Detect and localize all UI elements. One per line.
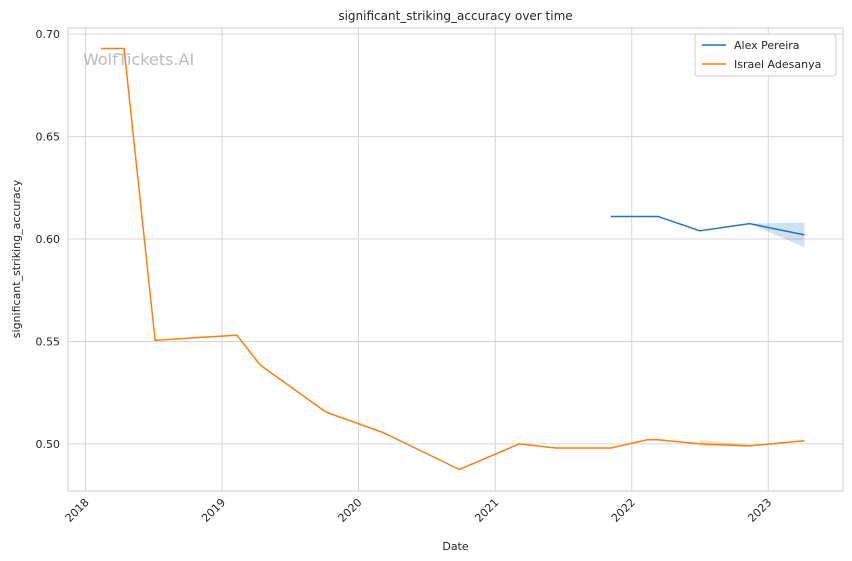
confidence-band-0 xyxy=(749,222,805,248)
legend-label: Alex Pereira xyxy=(734,39,800,52)
y-tick-label: 0.50 xyxy=(36,438,61,451)
legend: Alex Pereira Israel Adesanya xyxy=(694,33,837,77)
series-lines xyxy=(100,47,805,471)
series-line-1 xyxy=(100,47,805,471)
y-tick-label: 0.65 xyxy=(36,131,61,144)
legend-box xyxy=(694,33,837,77)
x-gridlines xyxy=(85,28,769,491)
y-tick-label: 0.60 xyxy=(36,233,61,246)
y-axis-label: significant_striking_accuracy xyxy=(10,179,23,338)
watermark: WolfTickets.AI xyxy=(83,50,194,69)
plot-frame xyxy=(67,27,844,492)
series-line-0 xyxy=(610,215,805,236)
y-axis-ticks: 0.50 0.55 0.60 0.65 0.70 xyxy=(36,28,61,451)
x-axis-label: Date xyxy=(442,540,469,553)
y-tick-label: 0.55 xyxy=(36,335,61,348)
y-tick-label: 0.70 xyxy=(36,28,61,41)
legend-label: Israel Adesanya xyxy=(734,58,821,71)
chart-title: significant_striking_accuracy over time xyxy=(338,9,572,23)
